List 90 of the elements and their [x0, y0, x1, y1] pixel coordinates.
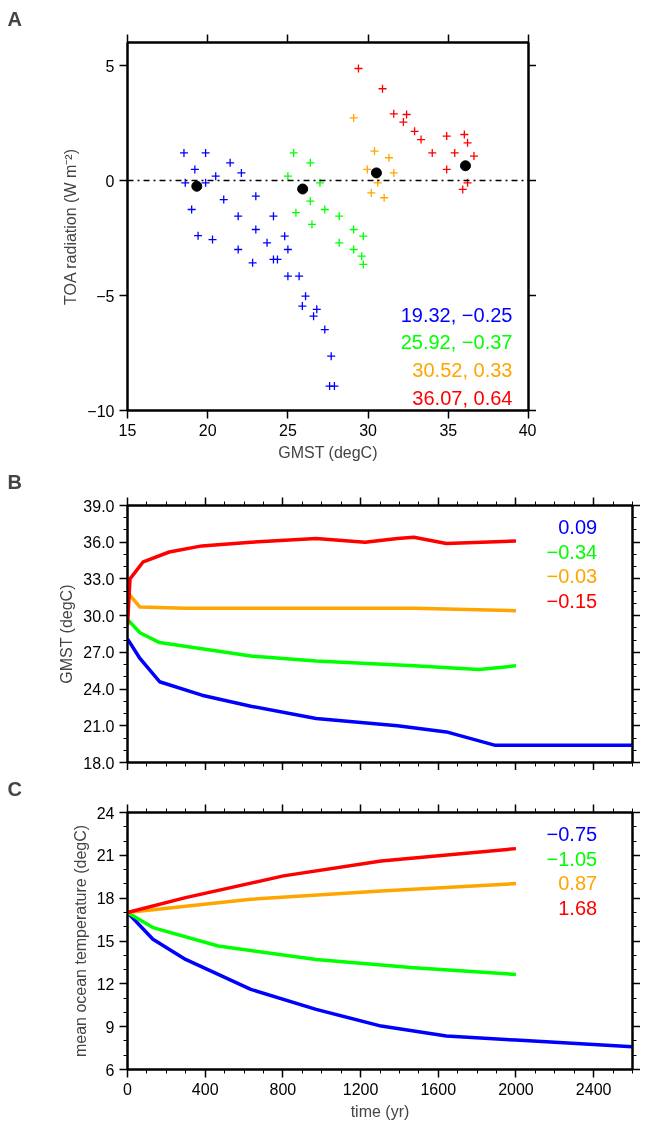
point	[191, 180, 203, 192]
annotation: 0.09	[558, 516, 598, 539]
y-tick-label: 6	[105, 1061, 115, 1079]
y-tick-label: 30.0	[83, 607, 115, 625]
y-axis-title: GMST (degC)	[58, 584, 76, 684]
x-tick-label: 20	[198, 421, 217, 439]
x-axis-title: time (yr)	[350, 1102, 410, 1120]
point	[389, 168, 399, 178]
y-tick-label: 27.0	[83, 644, 115, 662]
point	[193, 231, 203, 241]
annotation: −0.34	[546, 540, 598, 563]
annotation: −0.75	[546, 823, 598, 846]
point	[379, 193, 389, 203]
point	[349, 113, 359, 123]
chart-title: B	[7, 470, 22, 493]
annotation: 36.07, 0.64	[412, 386, 513, 409]
annotation: 25.92, −0.37	[400, 331, 513, 354]
y-tick-label: 18.0	[83, 754, 115, 772]
chart-title: A	[7, 7, 22, 30]
point	[291, 208, 301, 218]
x-tick-label: 2000	[498, 1080, 534, 1098]
point	[307, 219, 317, 230]
y-tick-label: 21	[96, 847, 115, 865]
x-tick-label: 15	[118, 421, 137, 439]
point	[324, 381, 335, 391]
y-tick-label: −5	[96, 287, 115, 305]
y-tick-label: 33.0	[83, 570, 115, 588]
y-axis-title: mean ocean temperature (degC)	[71, 824, 89, 1058]
x-tick-label: 35	[439, 421, 458, 439]
annotation: 30.52, 0.33	[412, 359, 513, 382]
point	[251, 191, 261, 201]
point	[236, 168, 247, 178]
x-tick-label: 1200	[342, 1080, 379, 1098]
point	[442, 131, 452, 141]
y-tick-label: 9	[105, 1018, 115, 1036]
x-tick-label: 0	[123, 1080, 133, 1098]
annotation: 19.32, −0.25	[400, 303, 513, 326]
point	[283, 171, 293, 181]
y-tick-label: 12	[96, 975, 115, 993]
x-axis-title: GMST (degC)	[278, 443, 378, 461]
y-tick-label: 5	[105, 57, 115, 75]
point	[297, 301, 307, 311]
x-tick-label: 30	[359, 421, 378, 439]
y-tick-label: 18	[96, 890, 115, 908]
point	[262, 238, 272, 248]
annotation: 0.87	[558, 872, 598, 895]
annotation: −0.03	[546, 565, 598, 588]
y-tick-label: 0	[105, 172, 115, 190]
point	[469, 151, 479, 161]
point	[416, 134, 426, 145]
point	[366, 188, 376, 198]
point	[370, 167, 382, 179]
y-tick-label: 21.0	[83, 717, 115, 735]
point	[384, 153, 394, 163]
point	[297, 183, 309, 195]
annotation: 1.68	[558, 896, 598, 919]
point	[450, 148, 460, 158]
y-tick-label: 39.0	[83, 497, 115, 515]
point	[459, 160, 471, 172]
x-tick-label: 2400	[575, 1080, 612, 1098]
chart-title: C	[7, 777, 22, 800]
y-tick-label: 24.0	[83, 681, 115, 699]
point	[398, 117, 409, 127]
annotation: −1.05	[546, 847, 598, 870]
x-tick-label: 25	[279, 421, 297, 439]
y-tick-label: 15	[96, 933, 115, 950]
point	[427, 148, 437, 158]
point	[315, 178, 325, 188]
point	[190, 164, 200, 175]
point	[179, 148, 189, 158]
line-series	[127, 846, 518, 915]
y-tick-label: 36.0	[83, 534, 115, 552]
line-series	[127, 637, 633, 748]
point	[283, 271, 293, 281]
x-tick-label: 40	[518, 421, 537, 439]
y-tick-label: 24	[96, 804, 115, 822]
y-tick-label: −10	[87, 402, 115, 420]
annotation: −0.15	[546, 589, 598, 612]
point	[294, 271, 304, 281]
y-axis-title: TOA radiation (W m⁻²)	[62, 149, 80, 305]
point	[200, 148, 211, 158]
line-series	[127, 881, 518, 915]
point	[369, 146, 380, 156]
point	[211, 171, 221, 181]
x-tick-label: 800	[269, 1080, 297, 1098]
point	[289, 148, 299, 158]
x-tick-label: 1600	[420, 1080, 457, 1098]
line-series	[127, 617, 518, 672]
point	[283, 244, 293, 255]
x-tick-label: 400	[191, 1080, 219, 1098]
